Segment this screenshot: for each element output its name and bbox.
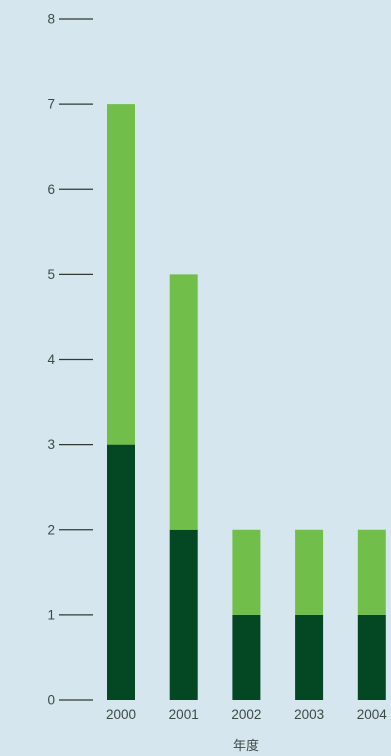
bar-segment <box>107 444 135 700</box>
x-tick-label: 2001 <box>169 707 199 722</box>
x-tick-label: 2003 <box>294 707 324 722</box>
x-axis-title: 年度 <box>233 738 259 753</box>
y-tick-label: 6 <box>47 182 55 197</box>
y-tick-label: 3 <box>47 437 55 452</box>
bar-segment <box>169 274 198 530</box>
bar-segment <box>232 529 261 615</box>
y-tick-label: 1 <box>47 607 55 622</box>
x-tick-label: 2004 <box>357 707 388 722</box>
y-tick-label: 5 <box>47 267 55 282</box>
bars <box>107 104 386 700</box>
x-tick-label: 2000 <box>106 707 136 722</box>
x-tick-label: 2002 <box>231 707 261 722</box>
bar-segment <box>357 529 386 615</box>
bar-segment <box>295 614 324 700</box>
bar-segment <box>295 529 324 615</box>
x-axis: 2000 2001 2002 2003 2004 <box>106 707 387 722</box>
bar-segment <box>357 614 386 700</box>
bar-segment <box>232 614 261 700</box>
y-axis: 0 1 2 3 4 5 6 7 8 <box>47 12 93 708</box>
bar-segment <box>169 529 198 700</box>
y-tick-label: 4 <box>47 352 55 367</box>
y-tick-label: 7 <box>47 97 55 112</box>
y-tick-label: 0 <box>47 693 55 708</box>
y-tick-label: 2 <box>47 522 55 537</box>
y-tick-label: 8 <box>47 12 55 27</box>
bar-segment <box>107 104 135 445</box>
